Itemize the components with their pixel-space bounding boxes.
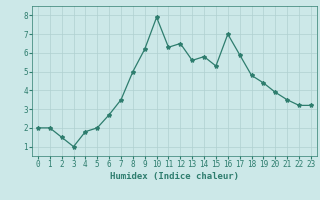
X-axis label: Humidex (Indice chaleur): Humidex (Indice chaleur) xyxy=(110,172,239,181)
